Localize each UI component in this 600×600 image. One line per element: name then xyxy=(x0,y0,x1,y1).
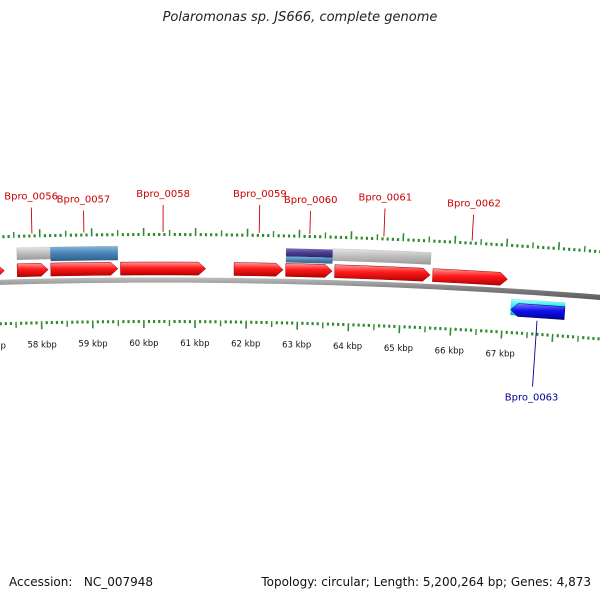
topology-value: circular xyxy=(321,575,366,589)
feature-grey-4 xyxy=(332,248,432,265)
gene-label-bpro-0059: Bpro_0059 xyxy=(233,189,287,200)
scale-label-57: 57 kbp xyxy=(0,342,6,352)
accession-value: NC_007948 xyxy=(83,575,154,589)
scale-label-67: 67 kbp xyxy=(486,349,515,359)
accession-label: Accession: xyxy=(9,575,73,589)
genes-label: Genes: xyxy=(510,575,553,589)
genes-value: 4,873 xyxy=(556,575,591,589)
gene-label-bpro-0057: Bpro_0057 xyxy=(57,195,111,206)
feature-steelblue-1 xyxy=(50,245,119,262)
gene-leader-bpro-0063 xyxy=(532,320,538,387)
feature-steelblue_thin-3 xyxy=(285,256,333,264)
gene-leader-bpro-0056 xyxy=(30,207,33,234)
scale-label-59: 59 kbp xyxy=(78,339,107,349)
scale-label-60: 60 kbp xyxy=(129,339,158,349)
topology-label: Topology: xyxy=(261,575,318,589)
length-value: 5,200,264 bp xyxy=(422,575,503,589)
gene-arrow-bpro-0059 xyxy=(233,262,284,277)
gene-arrow-bpro-0061 xyxy=(334,264,431,282)
genome-stats: Topology: circular; Length: 5,200,264 bp… xyxy=(261,575,591,589)
gene-leader-bpro-0061 xyxy=(383,208,386,237)
gene-label-bpro-0056: Bpro_0056 xyxy=(4,191,58,202)
gene-arrow-bpro-0060 xyxy=(285,263,333,278)
length-label: Length: xyxy=(373,575,420,589)
gene-arrow-bpro-0058 xyxy=(120,261,207,276)
gene-arrow-unnamed-9 xyxy=(510,303,566,320)
accession-info: Accession: NC_007948 xyxy=(9,575,153,589)
gene-leader-bpro-0060 xyxy=(309,210,311,235)
scale-label-65: 65 kbp xyxy=(384,344,413,354)
scale-label-66: 66 kbp xyxy=(435,347,464,357)
map-title: Polaromonas sp. JS666, complete genome xyxy=(162,10,438,25)
scale-label-61: 61 kbp xyxy=(180,339,209,349)
outer-tick-mark xyxy=(557,242,561,251)
feature-grey-0 xyxy=(16,246,51,261)
gene-arrow-bpro-0057 xyxy=(50,261,119,277)
genome-backbone xyxy=(0,277,600,300)
gene-label-bpro-0062: Bpro_0062 xyxy=(447,199,501,210)
gene-leader-bpro-0062 xyxy=(471,214,475,241)
gene-arrow-bpro-0062 xyxy=(432,268,508,286)
gene-label-bpro-0061: Bpro_0061 xyxy=(358,192,412,203)
gene-label-bpro-0058: Bpro_0058 xyxy=(136,189,190,200)
scale-label-62: 62 kbp xyxy=(231,340,260,350)
inner-tick-mark xyxy=(551,333,554,342)
gene-label-bpro-0060: Bpro_0060 xyxy=(284,195,338,206)
feature-indigo-2 xyxy=(285,248,334,258)
gene-label-bpro-0063: Bpro_0063 xyxy=(505,393,559,404)
gene-arrow-unnamed-1 xyxy=(16,263,49,278)
gene-arrow-bpro-0055 xyxy=(0,266,5,276)
scale-label-64: 64 kbp xyxy=(333,342,362,352)
scale-label-63: 63 kbp xyxy=(282,341,311,351)
scale-label-58: 58 kbp xyxy=(28,340,57,350)
